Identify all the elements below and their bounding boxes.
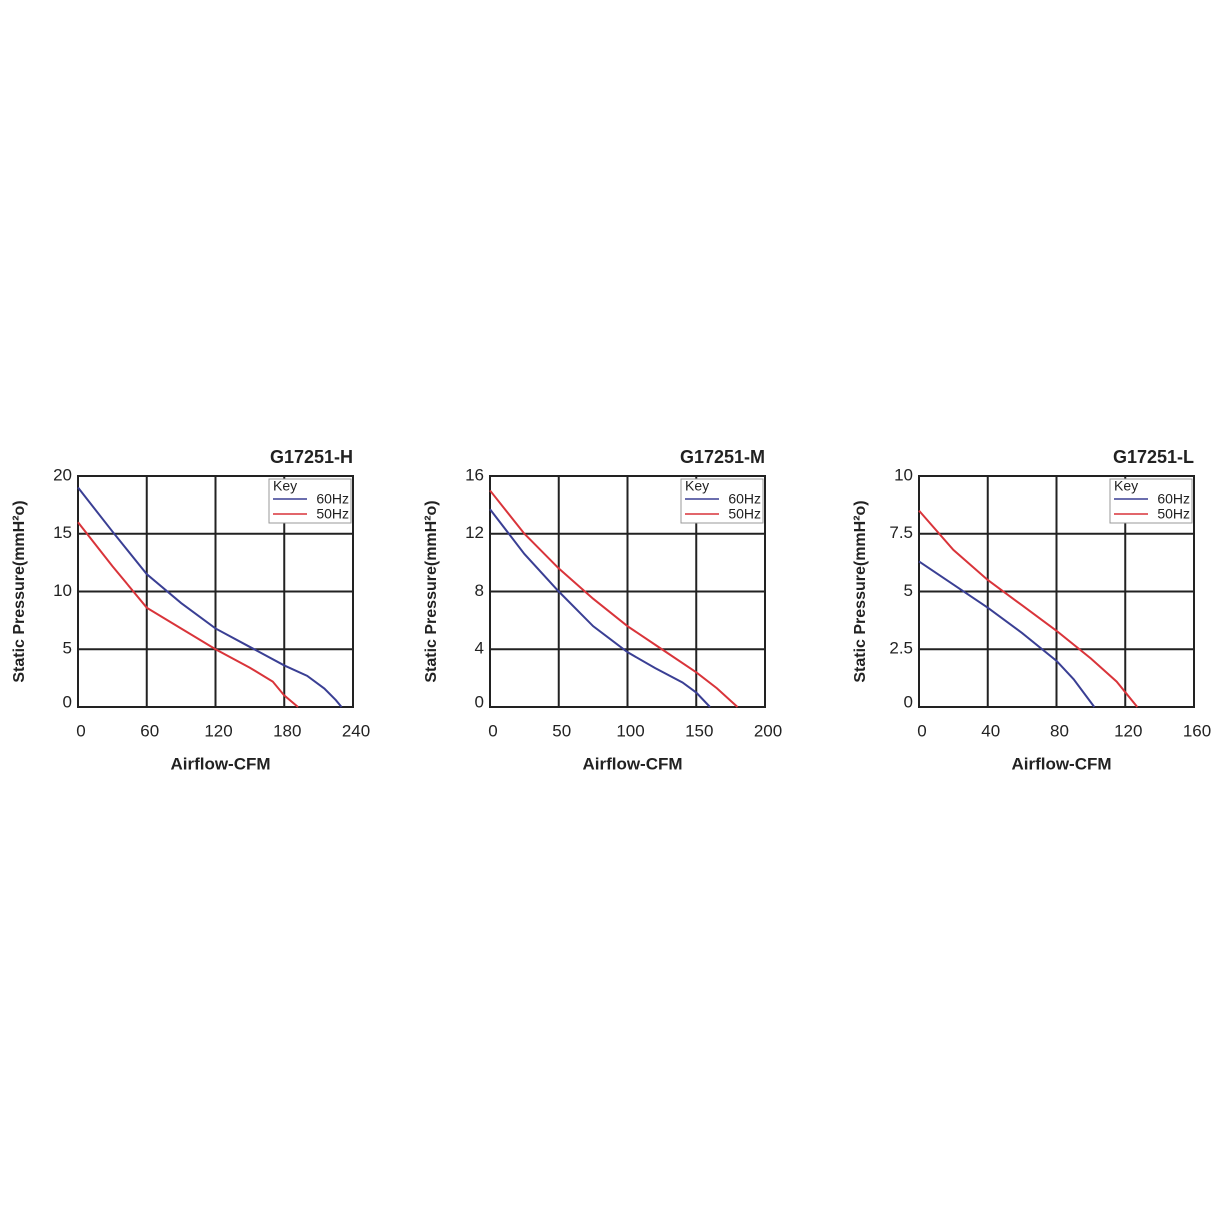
legend-label: 60Hz [316,491,349,507]
y-axis-label: Static Pressure(mmH²o) [423,500,440,682]
y-tick-label: 4 [475,639,484,658]
x-tick-label: 150 [685,721,713,740]
x-tick-label: 0 [917,721,926,740]
legend-title: Key [273,478,297,494]
y-tick-label: 7.5 [889,523,913,542]
data-line [77,486,343,708]
y-tick-label: 2.5 [889,639,913,658]
chart-title: G17251-L [1113,447,1194,467]
x-tick-label: 60 [140,721,159,740]
y-tick-label: 12 [465,523,484,542]
y-tick-label: 10 [53,581,72,600]
data-line [77,521,299,708]
x-tick-label: 160 [1183,721,1211,740]
x-tick-label: 0 [76,721,85,740]
legend-title: Key [1114,478,1138,494]
x-tick-label: 80 [1050,721,1069,740]
y-tick-label: 15 [53,523,72,542]
legend-box [1109,478,1193,524]
chart-title: G17251-M [680,447,765,467]
y-tick-label: 5 [904,581,913,600]
y-tick-label: 5 [63,639,72,658]
x-tick-label: 180 [273,721,301,740]
x-tick-label: 50 [552,721,571,740]
y-tick-label: 8 [475,581,484,600]
y-tick-label: 0 [475,692,484,711]
legend-box [680,478,764,524]
y-axis-label: Static Pressure(mmH²o) [852,500,869,682]
x-tick-label: 120 [204,721,232,740]
y-tick-label: 10 [894,465,913,484]
legend-label: 50Hz [1157,506,1190,522]
x-axis-label: Airflow-CFM [170,754,270,773]
legend-box [268,478,352,524]
y-tick-label: 16 [465,465,484,484]
data-line [489,508,711,708]
legend-label: 60Hz [728,491,761,507]
y-tick-label: 0 [63,692,72,711]
y-tick-label: 0 [904,692,913,711]
x-tick-label: 40 [981,721,1000,740]
data-line [918,560,1096,708]
y-axis-label: Static Pressure(mmH²o) [11,500,28,682]
x-tick-label: 0 [488,721,497,740]
legend-title: Key [685,478,709,494]
legend-label: 60Hz [1157,491,1190,507]
x-tick-label: 100 [616,721,644,740]
x-axis-label: Airflow-CFM [1011,754,1111,773]
data-line [918,509,1139,708]
data-line [489,489,739,708]
x-axis-label: Airflow-CFM [582,754,682,773]
x-tick-label: 120 [1114,721,1142,740]
legend-label: 50Hz [316,506,349,522]
legend-label: 50Hz [728,506,761,522]
x-tick-label: 240 [342,721,370,740]
x-tick-label: 200 [754,721,782,740]
y-tick-label: 20 [53,465,72,484]
chart-title: G17251-H [270,447,353,467]
